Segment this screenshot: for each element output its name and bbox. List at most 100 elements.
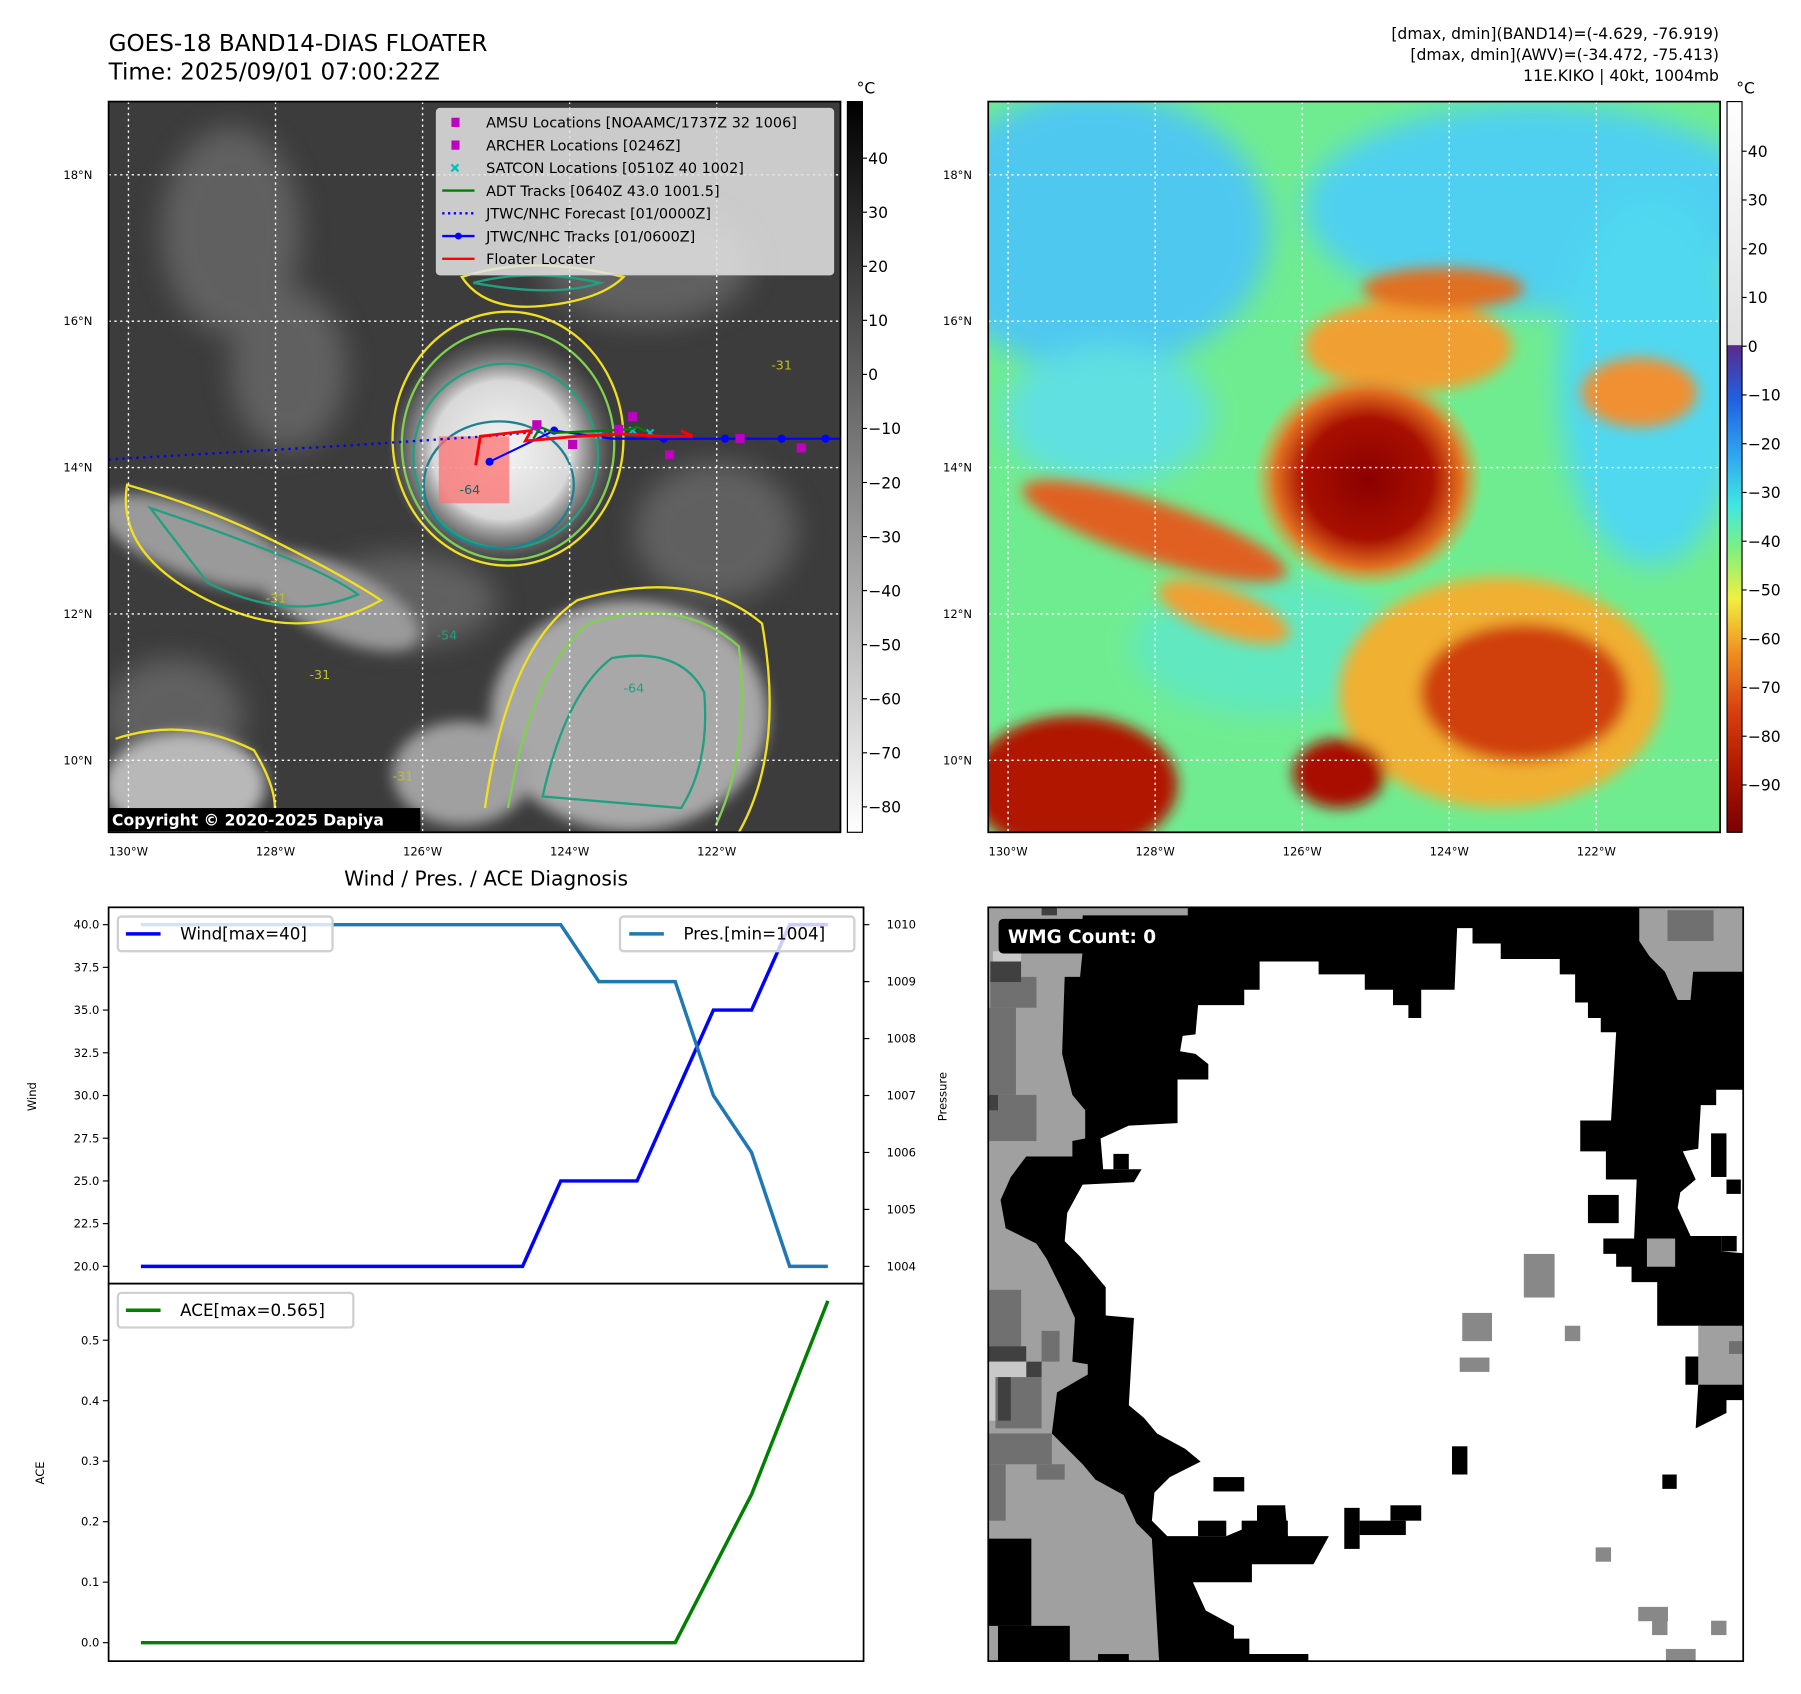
wind-tick-label: 22.5 — [74, 1217, 100, 1231]
ace-tick-label: 0.4 — [81, 1394, 99, 1408]
copyright: Copyright © 2020-2025 Dapiya — [112, 811, 384, 829]
ace-tick-label: 0.2 — [81, 1515, 99, 1529]
colorbar-unit: °C — [857, 80, 876, 98]
contour-label: -54 — [436, 628, 457, 643]
ace-axis-label: ACE — [33, 1461, 47, 1484]
ace-legend: ACE[max=0.565] — [118, 1293, 353, 1328]
wind-legend-label: Wind[max=40] — [180, 924, 307, 944]
pressure-tick-label: 1005 — [887, 1202, 916, 1216]
lat-tick-label: 16°N — [63, 314, 92, 328]
awv-imagery — [924, 92, 1767, 854]
lat-tick-label: 14°N — [943, 461, 972, 475]
map-legend: AMSU Locations [NOAAMC/1737Z 32 1006]ARC… — [436, 109, 833, 275]
contour-label: -31 — [309, 667, 330, 682]
colorbar-tick-label: 40 — [1748, 143, 1768, 161]
pressure-axis-label: Pressure — [936, 1072, 950, 1121]
lat-tick-label: 18°N — [63, 168, 92, 182]
pressure-tick-label: 1007 — [887, 1089, 916, 1103]
lat-tick-label: 12°N — [943, 607, 972, 621]
colorbar-tick-label: −80 — [868, 799, 901, 817]
lon-tick-label: 130°W — [988, 844, 1028, 858]
stats-band14: [dmax, dmin](BAND14)=(-4.629, -76.919) — [1391, 25, 1719, 43]
pressure-tick-label: 1006 — [887, 1145, 916, 1159]
wind-legend: Wind[max=40] — [118, 917, 333, 952]
colorbar-tick-label: 10 — [868, 312, 888, 330]
pressure-tick-label: 1009 — [887, 975, 916, 989]
contour-label: -31 — [393, 768, 414, 783]
storm-info: 11E.KIKO | 40kt, 1004mb — [1523, 67, 1719, 85]
wind-pres-axes — [109, 907, 864, 1283]
lat-tick-label: 12°N — [63, 607, 92, 621]
awv-enhanced-map: 18°N 16°N 14°N 12°N 10°N 130°W 128°W 126°W 124°W… — [924, 92, 1767, 858]
wmg-panel: WMG Count: 0 — [985, 905, 1757, 1675]
colorbar-tick-label: 30 — [1748, 192, 1768, 210]
colorbar-tick-label: −60 — [1748, 630, 1781, 648]
ace-axes — [109, 1284, 864, 1661]
colorbar-tick-label: −50 — [1748, 582, 1781, 600]
wind-tick-label: 27.5 — [74, 1131, 100, 1145]
figure-title: GOES-18 BAND14-DIAS FLOATER — [109, 31, 488, 57]
colorbar-tick-label: −70 — [868, 745, 901, 763]
lon-tick-label: 122°W — [697, 844, 737, 858]
wind-tick-label: 32.5 — [74, 1046, 100, 1060]
colorbar-tick-label: −40 — [1748, 533, 1781, 551]
colorbar-tick-label: −60 — [868, 691, 901, 709]
lon-tick-label: 124°W — [550, 844, 590, 858]
colorbar-tick-label: 0 — [868, 366, 878, 384]
lat-tick-label: 14°N — [63, 461, 92, 475]
wind-tick-label: 37.5 — [74, 960, 100, 974]
legend-label: JTWC/NHC Forecast [01/0000Z] — [485, 207, 711, 223]
pressure-tick-label: 1010 — [887, 918, 916, 932]
pressure-tick-label: 1008 — [887, 1032, 916, 1046]
dot-marker-icon — [455, 233, 462, 240]
lon-tick-label: 128°W — [1136, 844, 1176, 858]
colorbar-tick-label: 20 — [1748, 240, 1768, 258]
legend-label: ADT Tracks [0640Z 43.0 1001.5] — [486, 184, 720, 200]
colorbar-tick-label: −80 — [1748, 728, 1781, 746]
legend-label: Floater Locater — [486, 252, 595, 268]
legend-label: JTWC/NHC Tracks [01/0600Z] — [485, 229, 695, 245]
stats-awv: [dmax, dmin](AWV)=(-34.472, -75.413) — [1410, 46, 1719, 64]
contour-label: -64 — [460, 482, 481, 497]
pressure-legend: Pres.[min=1004] — [620, 917, 854, 952]
figure-time: Time: 2025/09/01 07:00:22Z — [108, 60, 440, 86]
contour-label: -31 — [266, 591, 287, 606]
chart-title: Wind / Pres. / ACE Diagnosis — [344, 866, 628, 890]
colorbar-tick-label: −30 — [868, 528, 901, 546]
lat-tick-label: 10°N — [943, 753, 972, 767]
diagnosis-chart: Wind / Pres. / ACE Diagnosis 20.0 22.5 25.… — [25, 866, 950, 1661]
lon-tick-label: 126°W — [403, 844, 443, 858]
square-marker-icon — [451, 140, 459, 149]
ace-tick-label: 0.5 — [81, 1333, 99, 1347]
ace-tick-label: 0.3 — [81, 1454, 99, 1468]
legend-label: SATCON Locations [0510Z 40 1002] — [486, 161, 744, 177]
lat-tick-label: 10°N — [63, 753, 92, 767]
colorbar-tick-label: −20 — [1748, 435, 1781, 453]
legend-label: AMSU Locations [NOAAMC/1737Z 32 1006] — [486, 116, 797, 132]
colorbar-tick-label: −10 — [1748, 387, 1781, 405]
lon-tick-label: 128°W — [256, 844, 296, 858]
wind-axis-label: Wind — [25, 1082, 39, 1111]
lat-tick-label: 18°N — [943, 168, 972, 182]
wind-tick-label: 35.0 — [74, 1003, 100, 1017]
contour-label: -64 — [623, 681, 644, 696]
colorbar-tick-label: −30 — [1748, 484, 1781, 502]
ace-tick-label: 0.0 — [81, 1636, 99, 1650]
ace-tick-label: 0.1 — [81, 1575, 99, 1589]
lon-tick-label: 126°W — [1283, 844, 1323, 858]
lon-tick-label: 124°W — [1430, 844, 1470, 858]
wind-tick-label: 30.0 — [74, 1089, 100, 1103]
colorbar-tick-label: 30 — [868, 204, 888, 222]
colorbar-tick-label: −40 — [868, 582, 901, 600]
pressure-tick-label: 1004 — [887, 1259, 916, 1273]
colorbar-tick-label: −90 — [1748, 777, 1781, 795]
wind-tick-label: 20.0 — [74, 1259, 100, 1273]
ace-legend-label: ACE[max=0.565] — [180, 1300, 325, 1320]
colorbar-tick-label: −50 — [868, 636, 901, 654]
wind-tick-label: 25.0 — [74, 1174, 100, 1188]
lat-tick-label: 16°N — [943, 314, 972, 328]
colorbar-tick-label: 0 — [1748, 338, 1758, 356]
